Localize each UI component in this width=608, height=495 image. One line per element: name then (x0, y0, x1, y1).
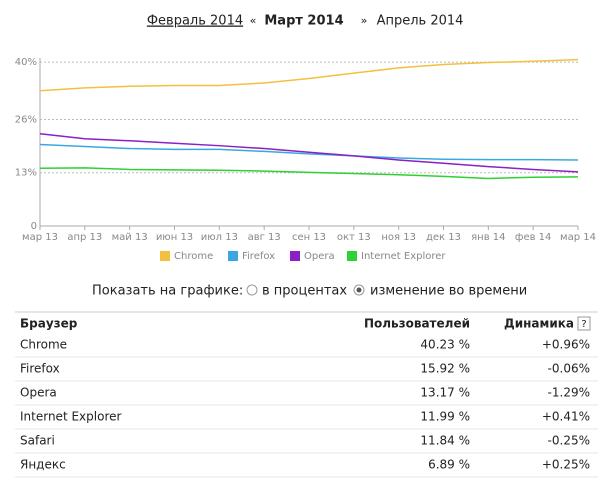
x-tick-label: мар 14 (560, 232, 596, 243)
nav-next[interactable]: Апрель 2014 (377, 14, 464, 29)
help[interactable]: ? (581, 319, 586, 330)
td-browser: Opera (20, 386, 57, 400)
legend-label: Opera (304, 251, 335, 262)
series-line (39, 167, 579, 180)
legend-swatch (160, 251, 170, 261)
y-tick-label: 26% (15, 114, 37, 125)
td-browser: Яндекс (20, 458, 66, 472)
radio-label[interactable]: изменение во времени (370, 284, 527, 299)
help-box[interactable] (577, 316, 591, 331)
td-browser: Internet Explorer (20, 410, 121, 424)
x-tick-label: июл 13 (201, 232, 238, 243)
y-tick-label: 40% (15, 57, 37, 68)
x-tick-label: июн 13 (156, 232, 193, 243)
nav-arrow: « (250, 14, 257, 27)
legend-swatch (290, 251, 300, 261)
controls-label: Показать на графике: (92, 284, 243, 299)
legend-swatch (347, 251, 357, 261)
td-change: +0.96% (542, 338, 590, 352)
td-change: +0.41% (542, 410, 590, 424)
x-tick-label: янв 14 (471, 232, 505, 243)
td-change: -1.29% (548, 386, 590, 400)
x-tick-label: фев 14 (515, 232, 552, 243)
td-browser: Chrome (20, 338, 67, 352)
nav-current: Март 2014 (264, 14, 343, 29)
td-browser: Firefox (20, 362, 60, 376)
td-users: 15.92 % (420, 362, 470, 376)
x-tick-label: апр 13 (67, 232, 102, 243)
legend-label: Chrome (174, 251, 213, 262)
x-tick-label: мар 13 (22, 232, 58, 243)
nav-prev[interactable]: Февраль 2014 (147, 14, 243, 29)
td-change: +0.25% (542, 458, 590, 472)
legend-label: Internet Explorer (361, 251, 446, 262)
nav-arrow: » (361, 14, 368, 27)
series-line (39, 133, 579, 173)
x-tick-label: ноя 13 (381, 232, 416, 243)
x-tick-label: дек 13 (426, 232, 461, 243)
td-browser: Safari (20, 434, 55, 448)
y-tick-label: 13% (15, 168, 37, 179)
radio[interactable] (246, 284, 258, 296)
radio-label[interactable]: в процентах (262, 284, 347, 299)
th: Браузер (20, 317, 78, 331)
td-users: 11.84 % (420, 434, 470, 448)
x-tick-label: май 13 (112, 232, 148, 243)
th: Динамика (504, 317, 574, 331)
td-change: -0.06% (548, 362, 590, 376)
td-users: 40.23 % (420, 338, 470, 352)
y-tick-label: 0 (31, 221, 37, 232)
th: Пользователей (364, 317, 470, 331)
x-tick-label: окт 13 (337, 232, 371, 243)
td-users: 13.17 % (420, 386, 470, 400)
radio-dot (356, 287, 362, 293)
x-tick-label: сен 13 (292, 232, 326, 243)
td-users: 6.89 % (428, 458, 470, 472)
series-line (39, 58, 579, 92)
td-change: -0.25% (548, 434, 590, 448)
series-line (39, 143, 579, 161)
td-users: 11.99 % (420, 410, 470, 424)
legend-label: Firefox (242, 251, 275, 262)
legend-swatch (228, 251, 238, 261)
x-tick-label: авг 13 (248, 232, 281, 243)
